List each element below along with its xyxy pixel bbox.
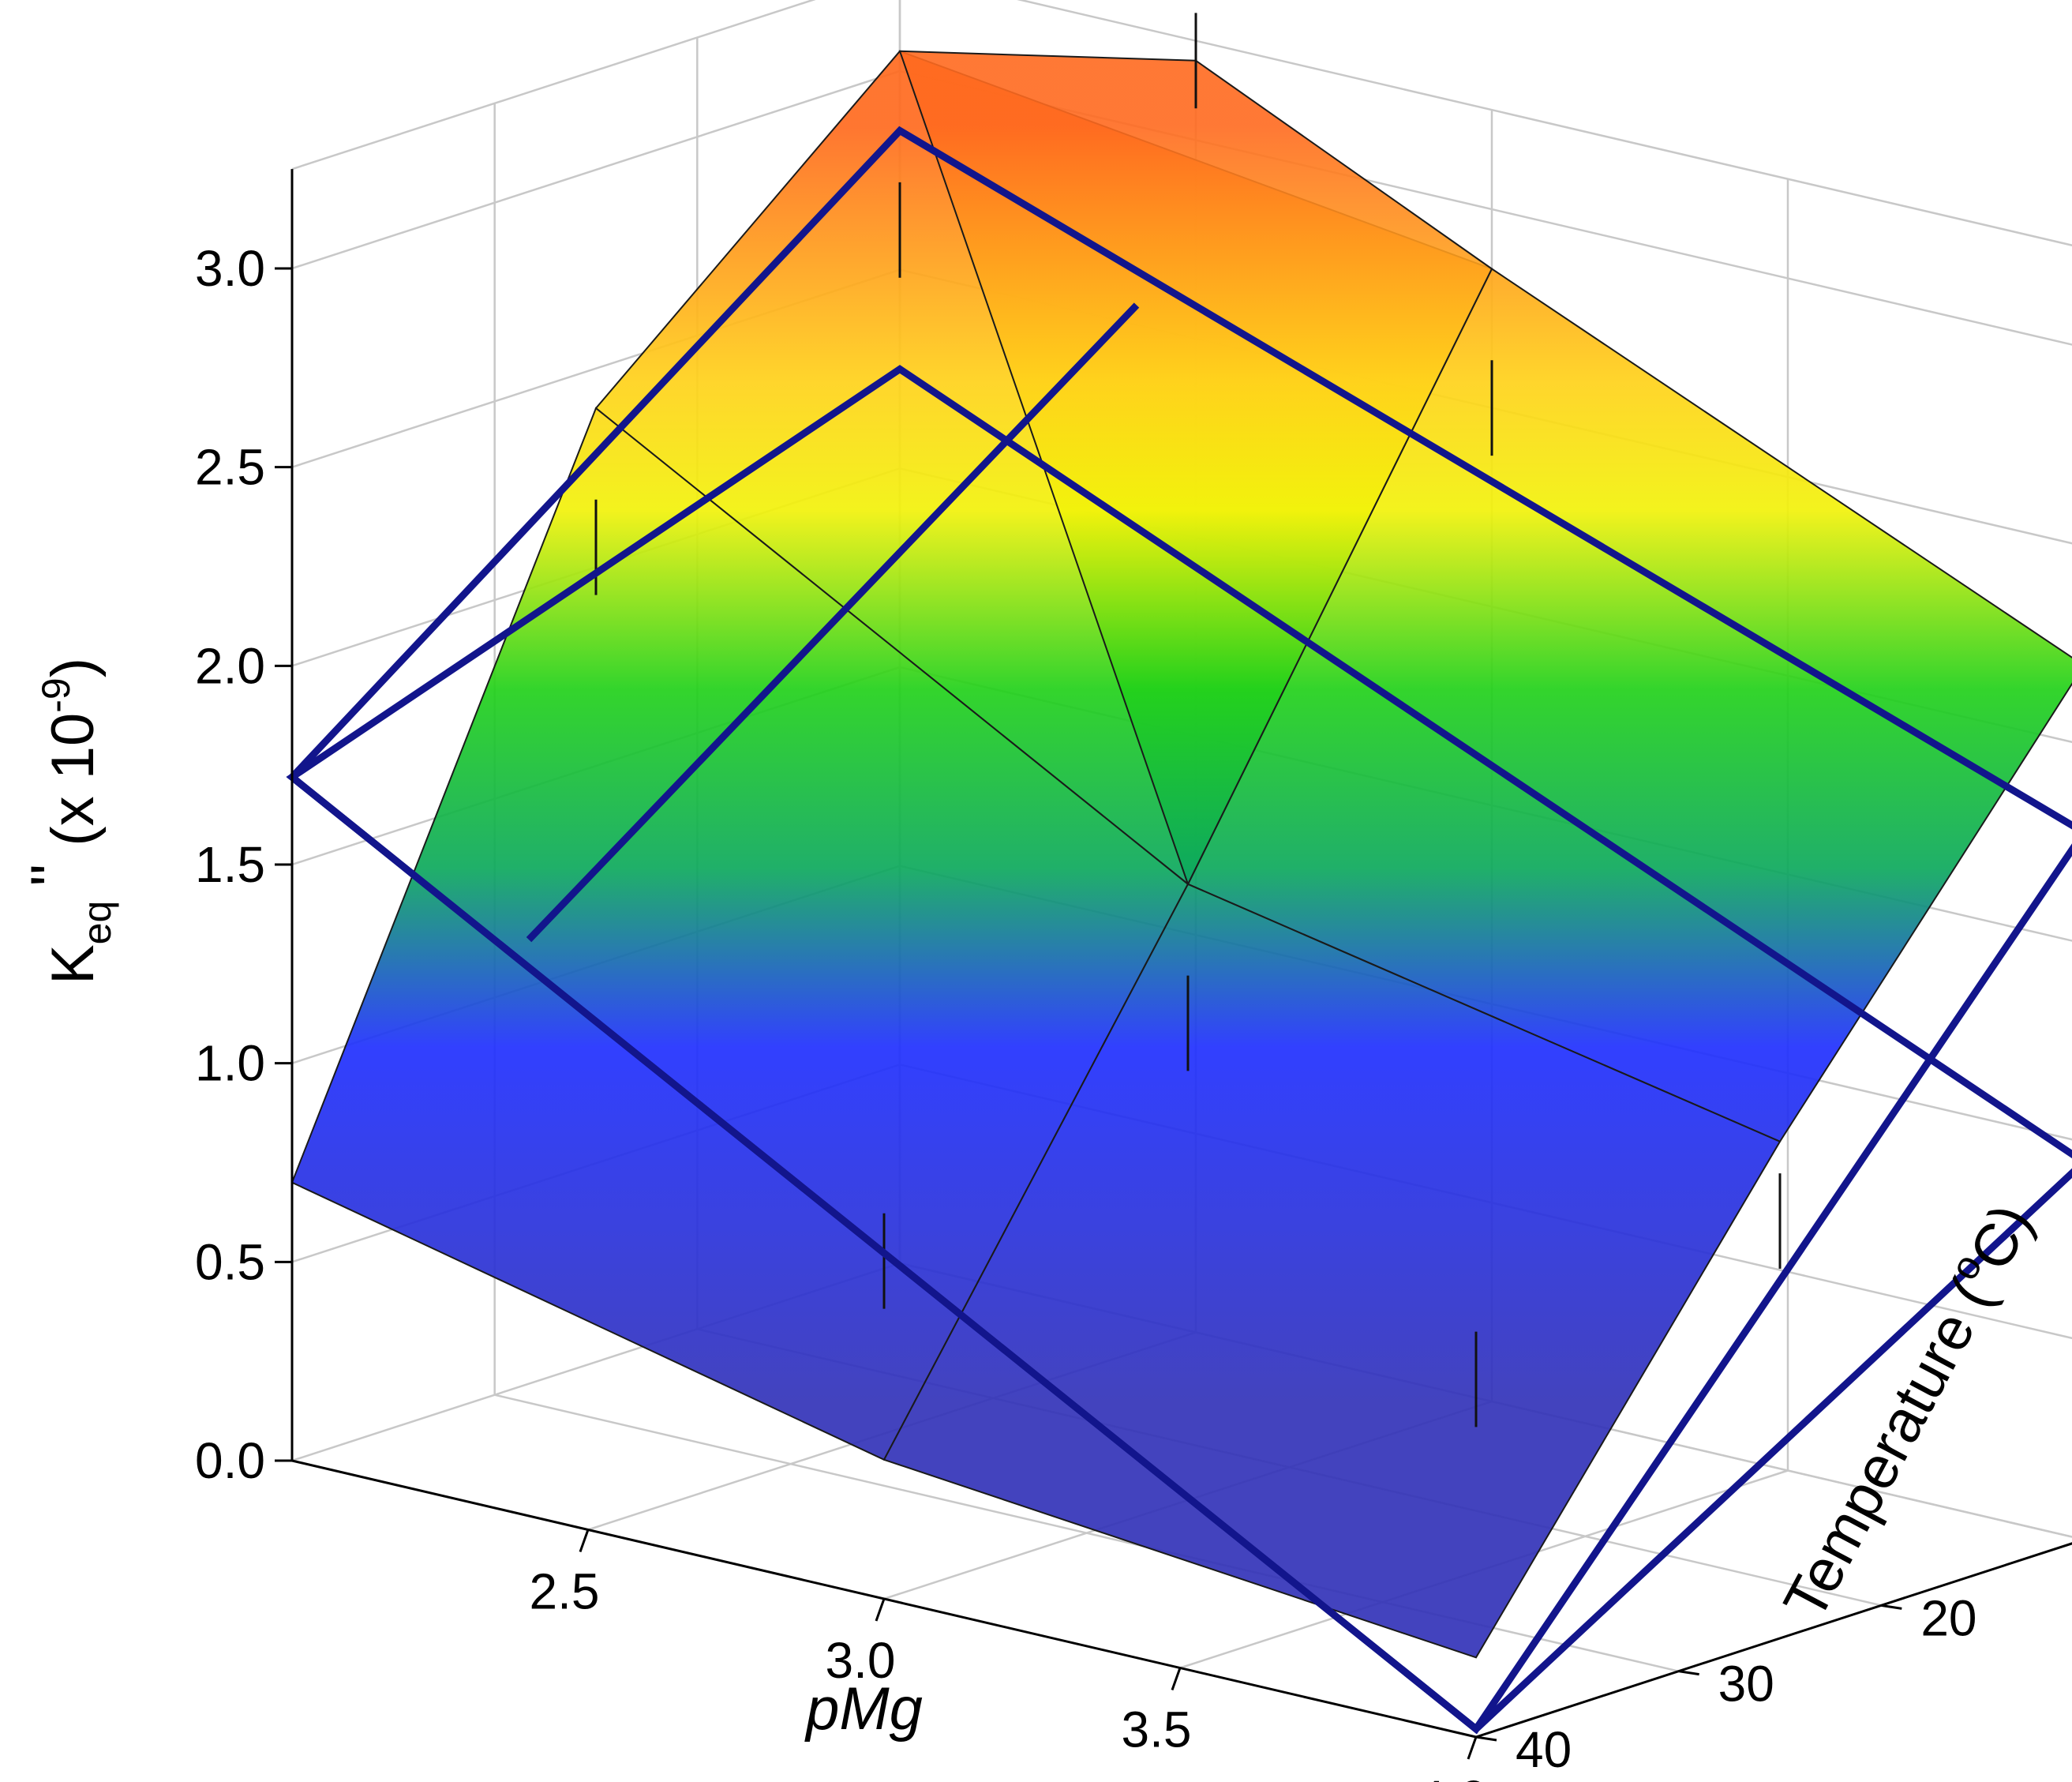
z-tick-label: 0.5: [195, 1233, 265, 1290]
z-tick-label: 1.0: [195, 1035, 265, 1092]
surface-peak: [898, 50, 1493, 887]
z-tick-label: 1.5: [195, 836, 265, 893]
x-tick-label: 4.0: [1418, 1770, 1488, 1782]
frame-planes: [286, 126, 2072, 1735]
z-tick-label: 3.0: [195, 240, 265, 297]
temp-tick: [1475, 1735, 1497, 1742]
grid-line-left-z: [291, 0, 816, 171]
x-axis: 2.5 3.0 3.5 4.0: [291, 1459, 1488, 1782]
frame-rail: [526, 302, 1140, 943]
temp-tick-label: 20: [1920, 1589, 1976, 1646]
grid-line-left-z: [291, 69, 901, 270]
x-tick: [1467, 1736, 1478, 1760]
temp-axis: 10203040: [1475, 1542, 2072, 1778]
z-tick-label: 2.0: [195, 637, 265, 694]
z-axis-title: Keq''(x 10-9): [19, 658, 119, 985]
x-axis-title: pMg: [804, 1675, 923, 1743]
z-axis: 0.0 0.5 1.0 1.5 2.0 2.5 3.0: [195, 169, 294, 1489]
temp-axis-line: [1475, 1542, 2072, 1739]
surface-patch: [882, 883, 1782, 1659]
x-tick-label: 3.0: [826, 1632, 896, 1689]
temp-tick-label: 40: [1516, 1721, 1572, 1778]
z-tick-label: 0.0: [195, 1432, 265, 1489]
temp-tick-label: 30: [1718, 1656, 1774, 1713]
temp-tick: [1678, 1670, 1699, 1676]
grid-line-back-z: [1017, 0, 2072, 246]
temp-tick: [1881, 1604, 1902, 1610]
surface: [290, 50, 2072, 1659]
temp-axis-title: Temperature (oC): [1766, 1191, 2045, 1630]
frame-plane-lower: [286, 365, 2072, 1734]
x-tick-label: 2.5: [530, 1563, 600, 1620]
x-tick: [875, 1598, 886, 1622]
x-tick-label: 3.5: [1122, 1701, 1192, 1758]
x-tick: [579, 1529, 590, 1553]
x-tick: [1171, 1667, 1182, 1691]
z-tick-label: 2.5: [195, 439, 265, 496]
